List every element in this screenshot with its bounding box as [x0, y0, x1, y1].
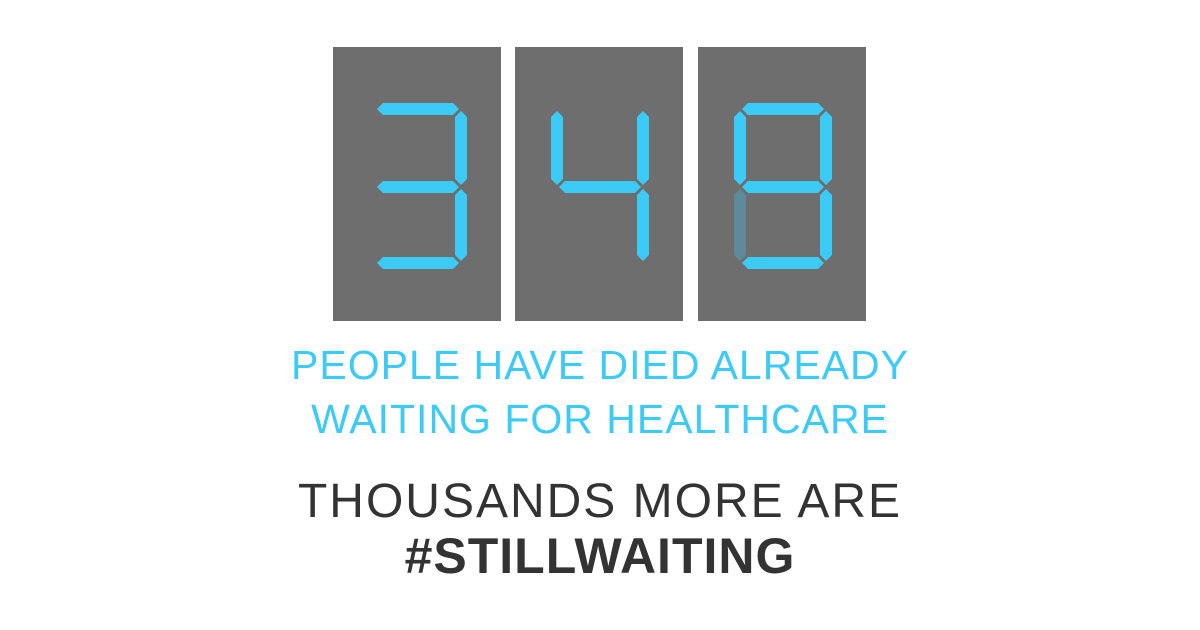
digit-counter	[333, 47, 866, 321]
segment-f	[734, 111, 746, 185]
digit-panel-3	[698, 47, 866, 321]
segment-a	[742, 103, 824, 115]
headline-line-1: PEOPLE HAVE DIED ALREADY	[291, 342, 909, 388]
seven-segment-digit-3	[698, 47, 866, 321]
digit-panel-2	[515, 47, 683, 321]
segment-e	[734, 189, 746, 261]
segment-d	[742, 257, 824, 269]
segment-d	[377, 257, 459, 269]
digit-panel-1	[333, 47, 501, 321]
segment-f	[551, 111, 563, 185]
subheadline: THOUSANDS MORE ARE	[297, 475, 903, 528]
segment-g	[742, 181, 824, 193]
segment-b	[455, 111, 467, 185]
segment-b	[637, 111, 649, 185]
seven-segment-digit-2	[515, 47, 683, 321]
segment-c	[637, 189, 649, 261]
segment-b	[820, 111, 832, 185]
hashtag: #STILLWAITING	[404, 528, 796, 584]
segment-g	[559, 181, 641, 193]
headline-line-2: WAITING FOR HEALTHCARE	[311, 396, 889, 442]
segment-c	[820, 189, 832, 261]
segment-g	[377, 181, 459, 193]
segment-c	[455, 189, 467, 261]
seven-segment-digit-1	[333, 47, 501, 321]
segment-a	[377, 103, 459, 115]
